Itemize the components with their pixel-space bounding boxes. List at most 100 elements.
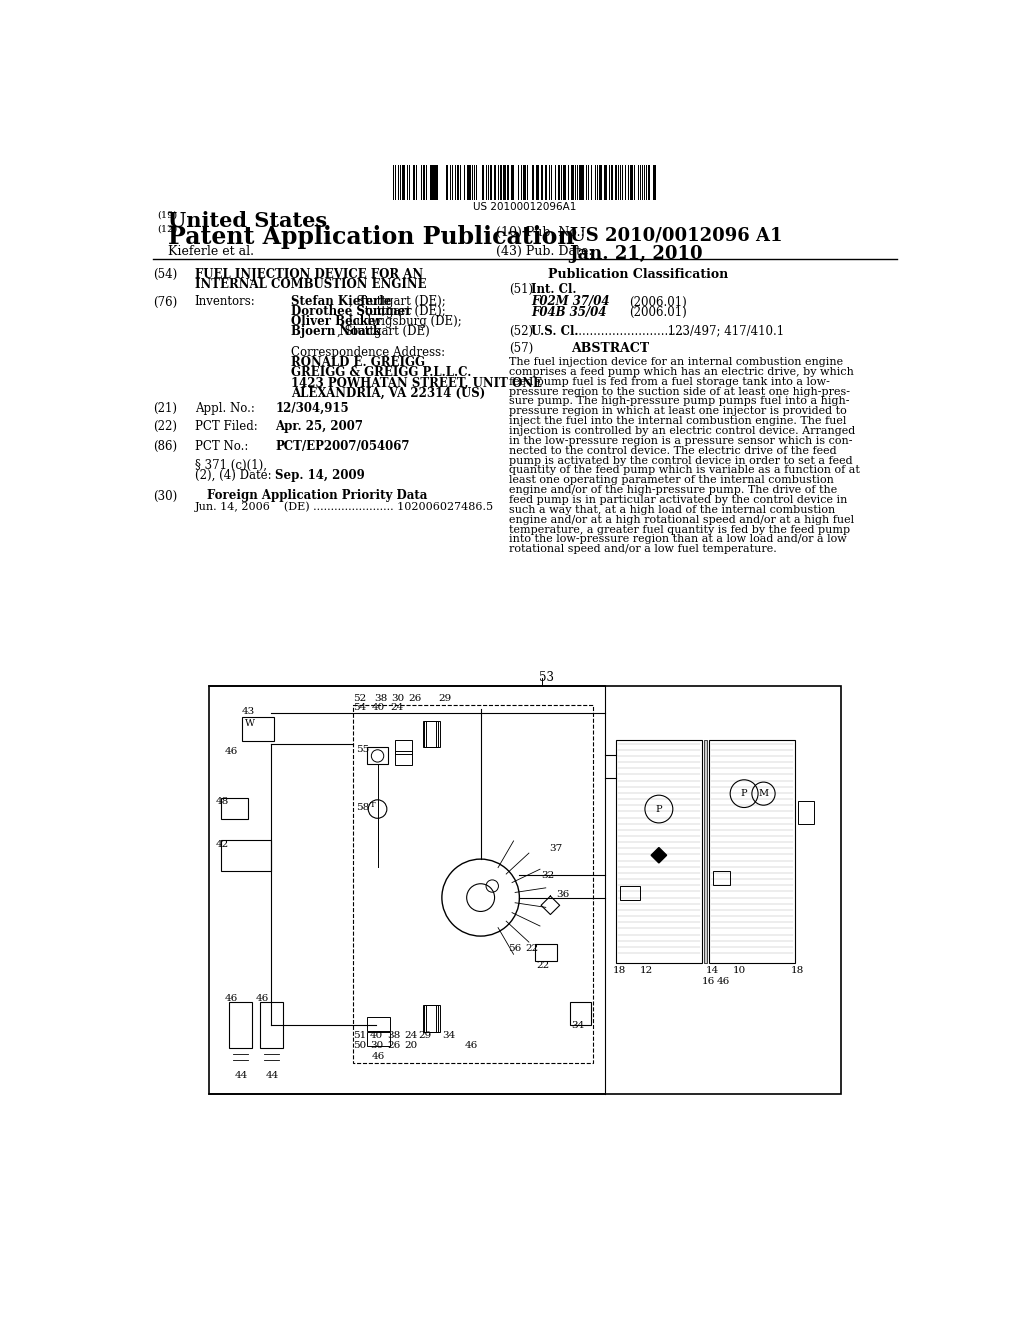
Bar (545, 165, 547, 201)
Text: Apr. 25, 2007: Apr. 25, 2007 (275, 420, 364, 433)
Bar (458, 165, 459, 201)
Text: PCT No.:: PCT No.: (195, 441, 248, 453)
Bar (535, 944, 557, 961)
Bar (221, 797, 248, 818)
Bar (433, 165, 435, 201)
Bar (549, 165, 550, 201)
Text: 18: 18 (612, 966, 626, 975)
Text: (54): (54) (153, 268, 177, 281)
Text: 46: 46 (225, 747, 239, 756)
Text: 36: 36 (557, 890, 569, 899)
Text: (30): (30) (153, 490, 177, 503)
Text: Kieferle et al.: Kieferle et al. (168, 244, 254, 257)
Text: Correspondence Address:: Correspondence Address: (291, 346, 444, 359)
Bar (423, 1006, 436, 1032)
Bar (518, 165, 519, 201)
Text: § 371 (c)(1),: § 371 (c)(1), (195, 459, 266, 471)
Text: , Stuttgart (DE): , Stuttgart (DE) (337, 326, 430, 338)
Text: Jun. 14, 2006    (DE) ....................... 102006027486.5: Jun. 14, 2006 (DE) .....................… (195, 502, 494, 512)
Bar (467, 165, 471, 201)
Text: 12/304,915: 12/304,915 (275, 401, 349, 414)
Text: Publication Classification: Publication Classification (548, 268, 728, 281)
Text: 40: 40 (370, 1031, 383, 1040)
Text: 18: 18 (791, 966, 804, 975)
Text: Patent Application Publication: Patent Application Publication (168, 224, 574, 248)
Text: 30: 30 (370, 1040, 383, 1049)
Bar (616, 739, 701, 964)
Text: 32: 32 (541, 871, 554, 879)
Text: T: T (370, 801, 376, 809)
Text: RONALD E. GREIGG: RONALD E. GREIGG (291, 356, 425, 370)
Text: P: P (740, 789, 748, 799)
Text: The fuel injection device for an internal combustion engine: The fuel injection device for an interna… (509, 358, 844, 367)
Text: Sep. 14, 2009: Sep. 14, 2009 (275, 469, 365, 482)
Text: ...............................: ............................... (567, 325, 687, 338)
Text: PCT Filed:: PCT Filed: (195, 420, 257, 433)
Text: ABSTRACT: ABSTRACT (571, 342, 649, 355)
Text: (10) Pub. No.:: (10) Pub. No.: (496, 226, 585, 239)
Text: PCT/EP2007/054067: PCT/EP2007/054067 (275, 441, 410, 453)
Bar (426, 721, 439, 747)
Text: (2), (4) Date:: (2), (4) Date: (195, 469, 271, 482)
Text: 24: 24 (403, 1031, 417, 1040)
Text: P: P (655, 805, 663, 813)
Text: 14: 14 (706, 966, 719, 975)
Bar (395, 739, 413, 754)
Bar (464, 165, 465, 201)
Bar (571, 165, 574, 201)
Bar (402, 165, 406, 201)
Text: feed pump is in particular activated by the control device in: feed pump is in particular activated by … (509, 495, 848, 506)
Bar (242, 717, 274, 742)
Bar (426, 1006, 439, 1032)
Text: (51): (51) (509, 284, 534, 296)
Bar (450, 165, 452, 201)
Text: into the low-pressure region than at a low load and/or a low: into the low-pressure region than at a l… (509, 535, 847, 544)
Bar (221, 840, 271, 871)
Bar (640, 165, 641, 201)
Bar (521, 165, 522, 201)
Bar (615, 165, 617, 201)
Text: engine and/or at a high rotational speed and/or at a high fuel: engine and/or at a high rotational speed… (509, 515, 854, 525)
Text: 10: 10 (732, 966, 745, 975)
Bar (423, 721, 436, 747)
Text: Oliver Becker: Oliver Becker (291, 315, 382, 329)
Text: 29: 29 (438, 693, 452, 702)
Bar (588, 165, 589, 201)
Text: (12): (12) (158, 224, 178, 234)
Text: 24: 24 (390, 702, 403, 711)
Text: 22: 22 (525, 944, 539, 953)
Text: Bjoern Noack: Bjoern Noack (291, 326, 381, 338)
Bar (621, 886, 640, 900)
Text: pressure region to the suction side of at least one high-pres-: pressure region to the suction side of a… (509, 387, 850, 396)
Text: 29: 29 (419, 1031, 432, 1040)
Text: , Stuttgart (DE);: , Stuttgart (DE); (349, 305, 445, 318)
Bar (494, 165, 496, 201)
Text: U.S. Cl.: U.S. Cl. (531, 325, 579, 338)
Bar (503, 165, 505, 201)
Bar (523, 165, 526, 201)
Text: US 2010/0012096 A1: US 2010/0012096 A1 (569, 226, 782, 244)
Bar (630, 165, 633, 201)
Bar (423, 165, 425, 201)
Text: 38: 38 (387, 1031, 400, 1040)
Text: Inventors:: Inventors: (195, 296, 255, 309)
Text: 40: 40 (372, 702, 385, 711)
Bar (595, 165, 596, 201)
Bar (604, 165, 607, 201)
Bar (646, 165, 647, 201)
Bar (500, 165, 502, 201)
Bar (424, 721, 438, 747)
Text: 34: 34 (442, 1031, 455, 1040)
Bar (414, 165, 415, 201)
Text: 48: 48 (216, 797, 228, 807)
Bar (209, 686, 841, 1094)
Text: 22: 22 (537, 961, 550, 970)
Text: (76): (76) (153, 296, 177, 309)
Bar (577, 165, 579, 201)
Bar (397, 165, 399, 201)
Bar (430, 165, 432, 201)
Text: 44: 44 (234, 1071, 248, 1080)
Text: quantity of the feed pump which is variable as a function of at: quantity of the feed pump which is varia… (509, 466, 860, 475)
Bar (582, 165, 585, 201)
Text: 20: 20 (403, 1040, 417, 1049)
